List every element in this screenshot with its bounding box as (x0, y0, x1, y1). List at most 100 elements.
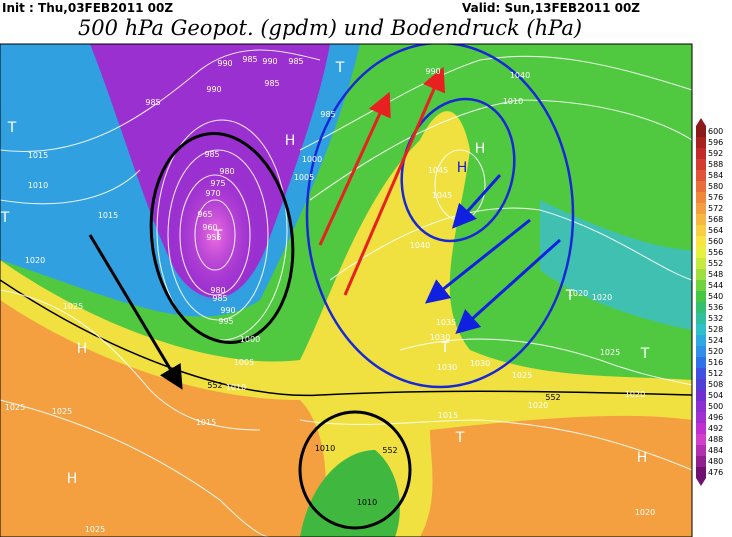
cutoff-low (300, 450, 400, 537)
contour-label: 1030 (430, 333, 450, 342)
colorbar-label: 524 (708, 336, 723, 345)
contour-label: 985 (145, 98, 160, 107)
cold-advection-arrow (455, 238, 562, 335)
colorbar-cap (696, 118, 706, 126)
colorbar-label: 568 (708, 215, 723, 224)
contour-label: 970 (205, 189, 220, 198)
colorbar-swatch (696, 390, 706, 401)
colorbar-swatch (696, 302, 706, 313)
pressure-center: T (7, 120, 17, 136)
colorbar-swatch (696, 423, 706, 434)
colorbar-label: 548 (708, 270, 723, 279)
contour-label: 1025 (600, 348, 620, 357)
low-highlight-circle (149, 132, 295, 344)
contour-label: 1030 (437, 363, 457, 372)
colorbar-swatch (696, 225, 706, 236)
colorbar-label: 512 (708, 369, 723, 378)
colorbar-swatch (696, 357, 706, 368)
colorbar-label: 492 (708, 424, 723, 433)
contour-label: 1020 (592, 293, 612, 302)
pressure-center: H (637, 450, 648, 466)
contour-label: 990 (425, 67, 440, 76)
warm-region-east (420, 415, 692, 537)
contour-label: 1025 (63, 302, 83, 311)
warm-advection-arrow (318, 91, 391, 246)
contour-label: 1010 (357, 498, 377, 507)
colorbar-label: 580 (708, 182, 723, 191)
colorbar-label: 500 (708, 402, 723, 411)
552-contour (0, 279, 692, 397)
contour-label: 1030 (470, 359, 490, 368)
contour-label: 980 (210, 286, 225, 295)
colorbar-label: 480 (708, 457, 723, 466)
contour-label: 995 (218, 317, 233, 326)
colorbar-swatch (696, 214, 706, 225)
colorbar-label: 496 (708, 413, 723, 422)
colorbar-swatch (696, 280, 706, 291)
contour-label: 552 (207, 381, 222, 390)
colorbar-swatch (696, 269, 706, 280)
colorbar-swatch (696, 434, 706, 445)
pressure-center: T (213, 228, 223, 244)
colorbar-swatch (696, 412, 706, 423)
colorbar-swatch (696, 203, 706, 214)
colorbar-swatch (696, 181, 706, 192)
pressure-center: T (455, 430, 465, 446)
colorbar-label: 508 (708, 380, 723, 389)
warm-advection-arrow (343, 66, 446, 296)
colorbar-swatch (696, 401, 706, 412)
contour-label: 1005 (294, 173, 314, 182)
contour-label: 1015 (438, 411, 458, 420)
pressure-center: T (335, 60, 345, 76)
contour-label: 1020 (528, 401, 548, 410)
colorbar-label: 584 (708, 171, 723, 180)
colorbar-label: 488 (708, 435, 723, 444)
contour-label: 1000 (240, 335, 260, 344)
colorbar-swatch (696, 467, 706, 478)
colorbar-swatch (696, 291, 706, 302)
colorbar-label: 544 (708, 281, 723, 290)
colorbar-swatch (696, 456, 706, 467)
cool-region (540, 200, 692, 330)
contour-label: 980 (219, 167, 234, 176)
contour-label: 1020 (625, 390, 645, 399)
contour-label: 985 (264, 79, 279, 88)
contour-label: 1015 (98, 211, 118, 220)
contour-label: 985 (204, 150, 219, 159)
cold-advection-arrow (424, 218, 531, 304)
colorbar-label: 516 (708, 358, 723, 367)
contour-label: 1015 (196, 418, 216, 427)
contour-label: 552 (545, 393, 560, 402)
colorbar-swatch (696, 346, 706, 357)
map: 990 985 990 985 990 985 985 985 1015 1010 1015 1020… (0, 44, 692, 537)
colorbar-label: 572 (708, 204, 723, 213)
colorbar-label: 532 (708, 314, 723, 323)
colorbar-label: 536 (708, 303, 723, 312)
pressure-center: T (0, 210, 10, 226)
colorbar-label: 528 (708, 325, 723, 334)
colorbar-label: 592 (708, 149, 723, 158)
colorbar-swatch (696, 159, 706, 170)
colorbar-label: 476 (708, 468, 723, 477)
contour-label: 1025 (512, 371, 532, 380)
high-highlight-ellipse (305, 44, 575, 389)
colorbar-swatch (696, 148, 706, 159)
colorbar-swatch (696, 324, 706, 335)
colorbar-swatch (696, 247, 706, 258)
flow-arrow (88, 234, 183, 390)
colorbar-swatch (696, 236, 706, 247)
pressure-center: T (565, 288, 575, 304)
contour-label: 960 (202, 223, 217, 232)
colorbar-label: 556 (708, 248, 723, 257)
contour-label: 1010 (503, 97, 523, 106)
colorbar-swatch (696, 137, 706, 148)
contour-label: 985 (288, 57, 303, 66)
colorbar-label: 588 (708, 160, 723, 169)
contour-label: 1035 (436, 318, 456, 327)
contour-label: 1000 (302, 155, 322, 164)
pressure-center: H (475, 141, 486, 157)
contour-label: 985 (320, 110, 335, 119)
map-title: 500 hPa Geopot. (gpdm) und Bodendruck (h… (78, 16, 582, 40)
contour-label: 990 (220, 306, 235, 315)
